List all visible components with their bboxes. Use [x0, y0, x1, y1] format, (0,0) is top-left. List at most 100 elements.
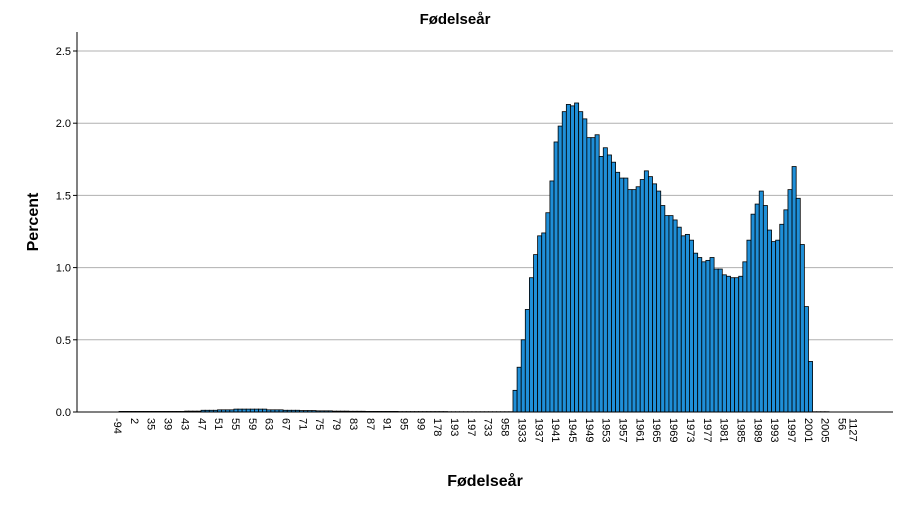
bar	[725, 275, 731, 413]
bar	[516, 366, 522, 413]
x-tick-label: 733	[482, 418, 494, 436]
x-tick-label: 59	[246, 418, 258, 430]
y-tick-label: 2.0	[56, 118, 71, 130]
bar	[611, 161, 616, 413]
bar	[553, 141, 559, 413]
bar	[619, 177, 625, 413]
x-tick-label: 67	[280, 418, 292, 430]
bar	[721, 274, 727, 413]
bar	[549, 180, 555, 413]
x-tick-label: 1933	[515, 418, 527, 442]
bar	[672, 219, 678, 413]
x-tick-label: 51	[212, 418, 224, 430]
bar	[758, 190, 764, 413]
x-tick-label: 1985	[734, 418, 746, 442]
bar	[578, 111, 584, 413]
bar	[648, 176, 653, 413]
bar	[643, 170, 649, 413]
bar	[717, 268, 723, 413]
x-tick-label: 193	[448, 418, 460, 436]
y-axis-title: Percent	[25, 192, 42, 251]
bar	[779, 223, 785, 413]
x-tick-label: 2001	[802, 418, 814, 442]
bar	[557, 125, 563, 413]
x-tick-label: 1973	[684, 418, 696, 442]
bar	[689, 239, 694, 413]
x-tick-label: -94	[111, 418, 123, 434]
bar	[803, 306, 809, 413]
x-tick-label: 958	[499, 418, 511, 436]
bar	[635, 186, 641, 413]
x-tick-label: 63	[263, 418, 275, 430]
x-tick-label: 1993	[768, 418, 780, 442]
bar	[537, 235, 543, 413]
x-tick-label: 75	[313, 418, 325, 430]
x-tick-label: 1989	[751, 418, 763, 442]
bar	[799, 244, 805, 413]
bar	[590, 137, 596, 413]
x-tick-label: 1997	[785, 418, 797, 442]
x-tick-label: 83	[347, 418, 359, 430]
bar	[524, 309, 530, 413]
x-tick-label: 1957	[617, 418, 629, 442]
x-tick-label: 56	[836, 418, 848, 430]
y-tick-label: 0.0	[56, 407, 71, 419]
bar	[660, 205, 666, 413]
bar	[565, 104, 571, 413]
bar	[713, 268, 719, 413]
bar	[529, 277, 534, 413]
bar	[791, 166, 797, 413]
bar	[697, 257, 703, 413]
bar	[627, 189, 633, 413]
y-tick-label: 2.5	[56, 46, 71, 58]
x-tick-label: 1961	[633, 418, 645, 442]
x-tick-label: 91	[381, 418, 393, 430]
x-tick-label: 39	[162, 418, 174, 430]
bar	[762, 205, 768, 413]
bar	[574, 102, 580, 413]
bar	[795, 197, 801, 413]
chart-title: Fødelseår	[420, 11, 491, 28]
x-tick-label: 71	[296, 418, 308, 430]
bar	[676, 226, 682, 413]
bar	[545, 212, 551, 413]
y-tick-label: 0.5	[56, 335, 71, 347]
bar	[570, 105, 575, 413]
x-tick-label: 1941	[549, 418, 561, 442]
x-tick-label: 87	[364, 418, 376, 430]
bar	[771, 241, 777, 413]
bar	[693, 252, 699, 413]
x-tick-label: 178	[431, 418, 443, 436]
bar	[561, 111, 567, 413]
bar	[594, 134, 600, 413]
bar	[606, 154, 612, 413]
x-tick-label: 1965	[650, 418, 662, 442]
bar	[668, 215, 674, 413]
bar	[734, 277, 740, 413]
x-tick-label: 1949	[583, 418, 595, 442]
bar	[684, 233, 690, 413]
bar	[602, 147, 608, 413]
bar	[701, 261, 707, 413]
bar	[664, 215, 670, 413]
x-axis-ticks: -94 2 35 39 43 47 51 55 59 63 67 71 75 79 83 87 91 95 99 17…	[111, 418, 859, 442]
x-tick-label: 99	[414, 418, 426, 430]
y-tick-label: 1.0	[56, 263, 71, 275]
bar	[512, 389, 518, 413]
bar	[754, 203, 760, 413]
x-tick-label: 1969	[667, 418, 679, 442]
bars	[118, 102, 830, 413]
bar	[615, 171, 621, 413]
bar	[639, 179, 645, 413]
bar	[586, 137, 592, 413]
bar	[746, 239, 752, 413]
bar	[652, 183, 658, 413]
bar	[767, 229, 772, 413]
x-axis-title: Fødelseår	[447, 472, 523, 490]
bar	[750, 213, 756, 413]
y-tick-label: 1.5	[56, 190, 71, 202]
bar	[709, 257, 715, 413]
x-tick-label: 1977	[701, 418, 713, 442]
bar	[582, 118, 588, 413]
bar	[808, 361, 813, 413]
